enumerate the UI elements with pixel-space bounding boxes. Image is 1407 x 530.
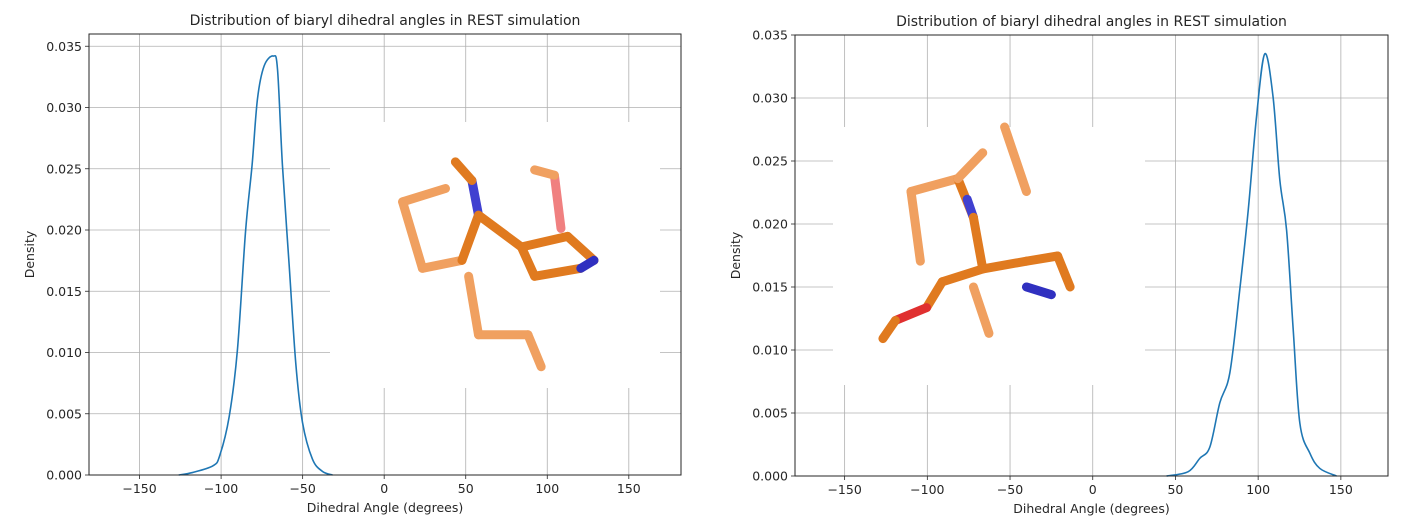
y-tick-label: 0.010 — [752, 343, 788, 358]
density-curve — [1166, 53, 1337, 477]
y-tick-label: 0.030 — [752, 91, 788, 106]
x-tick-label: 150 — [617, 481, 641, 496]
y-tick-label: 0.000 — [46, 468, 82, 483]
bond-stick — [563, 231, 599, 265]
axes-frame — [794, 34, 1389, 477]
bond-stick — [890, 303, 932, 325]
chart-2: −150 −100 −50 0 50 100 150 0.000 0.005 0.010 0.015… — [728, 14, 1389, 516]
bond-stick — [474, 210, 526, 252]
x-tick-label: −100 — [204, 481, 238, 496]
bond-stick — [1021, 251, 1063, 266]
x-tick-label: −50 — [289, 481, 315, 496]
bond-stick — [464, 271, 483, 340]
y-tick-label: 0.030 — [46, 100, 82, 115]
chart-title: Distribution of biaryl dihedral angles i… — [896, 14, 1287, 30]
y-tick-label: 0.025 — [46, 161, 82, 176]
bond-stick — [457, 210, 483, 265]
bond-stick — [398, 184, 450, 207]
bond-stick — [530, 165, 559, 180]
x-tick-label: −50 — [997, 482, 1023, 497]
y-tick-label: 0.035 — [46, 39, 82, 54]
x-tick-label: 100 — [535, 481, 559, 496]
image-background — [833, 127, 1145, 385]
x-tick-label: 50 — [1167, 482, 1183, 497]
x-axis-label: Dihedral Angle (degrees) — [307, 500, 464, 515]
y-tick-label: 0.025 — [752, 154, 788, 169]
bond-stick — [576, 255, 599, 273]
y-tick-label: 0.000 — [752, 469, 788, 484]
x-tick-label: 0 — [380, 481, 388, 496]
chart-1: −150 −100 −50 0 50 100 150 0.000 0.005 0.010 0.015… — [22, 13, 682, 515]
bond-stick — [398, 197, 427, 273]
x-tick-label: 100 — [1246, 482, 1270, 497]
y-tick-label: 0.015 — [46, 284, 82, 299]
bond-stick — [906, 174, 963, 196]
x-tick-label: −100 — [910, 482, 944, 497]
molecule-structure-image — [833, 122, 1145, 385]
bond-stick — [516, 242, 540, 281]
y-tick-label: 0.005 — [752, 406, 788, 421]
bond-stick — [968, 282, 994, 338]
density-curve — [178, 54, 333, 476]
x-tick-label: 0 — [1089, 482, 1097, 497]
y-axis-label: Density — [22, 230, 37, 278]
bond-stick — [968, 212, 988, 274]
bond-stick — [467, 176, 483, 220]
x-tick-label: −150 — [122, 481, 156, 496]
bond-stick — [450, 157, 477, 186]
bond-stick — [906, 187, 925, 266]
bond-stick — [978, 256, 1031, 274]
bond-stick — [516, 231, 573, 252]
y-tick-label: 0.020 — [752, 217, 788, 232]
y-tick-label: 0.005 — [46, 406, 82, 421]
bond-stick — [922, 277, 947, 313]
x-tick-label: 50 — [458, 481, 474, 496]
x-axis-label: Dihedral Angle (degrees) — [1013, 501, 1170, 516]
y-tick-label: 0.010 — [46, 345, 82, 360]
bond-stick — [878, 316, 900, 344]
molecule-structure-image — [330, 122, 660, 388]
y-axis-label: Density — [728, 231, 743, 279]
bond-stick — [549, 170, 566, 233]
chart-title: Distribution of biaryl dihedral angles i… — [190, 13, 581, 29]
bond-stick — [1000, 122, 1031, 196]
axes-frame — [88, 33, 682, 476]
bond-stick — [523, 330, 546, 372]
bond-stick — [953, 148, 988, 184]
bond-stick — [1053, 251, 1075, 292]
y-tick-label: 0.035 — [752, 28, 788, 43]
x-tick-label: 150 — [1329, 482, 1353, 497]
bond-stick — [417, 255, 467, 273]
y-tick-label: 0.015 — [752, 280, 788, 295]
bond-stick — [937, 264, 988, 287]
y-tick-label: 0.020 — [46, 223, 82, 238]
bond-stick — [1021, 282, 1056, 300]
image-background — [330, 122, 660, 388]
bond-stick — [530, 263, 586, 281]
x-tick-label: −150 — [827, 482, 861, 497]
